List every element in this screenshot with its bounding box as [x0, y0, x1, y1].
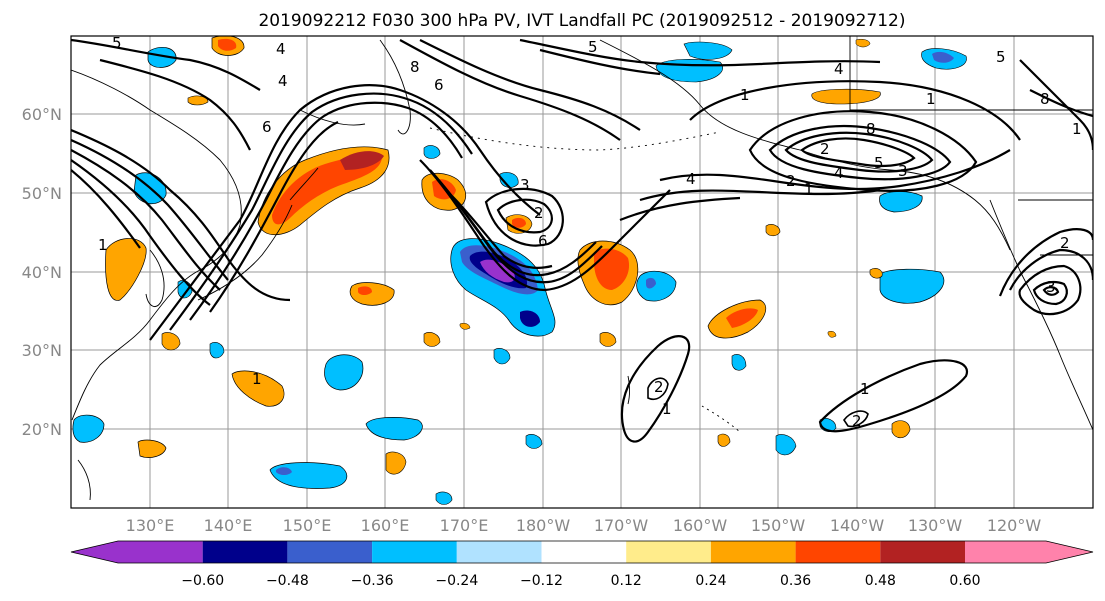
colorbar-tick-label: 0.24	[695, 573, 726, 589]
colorbar-segment	[626, 541, 711, 563]
contour-label: 5	[112, 34, 122, 52]
contour-label: 5	[588, 38, 598, 56]
contour-label: 6	[538, 232, 548, 250]
lat-tick-label: 20°N	[22, 420, 62, 439]
colorbar-extend-low	[71, 541, 118, 563]
contour-label: 1	[740, 86, 750, 104]
colorbar-tick-label: −0.36	[351, 573, 394, 589]
pv-contours	[71, 38, 1093, 443]
contour-label: 3	[898, 162, 908, 180]
lon-tick-label: 150°E	[283, 516, 332, 535]
contour-label: 1	[662, 400, 672, 418]
colorbar-segment	[541, 541, 627, 563]
colorbar-extend-high	[1046, 541, 1093, 563]
lon-tick-label: 140°E	[204, 516, 253, 535]
colorbar-tick-label: 0.12	[611, 573, 642, 589]
lat-axis: 60°N 50°N 40°N 30°N 20°N	[22, 105, 62, 439]
colorbar-tick-label: 0.36	[780, 573, 811, 589]
colorbar-tick-label: 0.60	[949, 573, 980, 589]
contour-label: 8	[410, 58, 420, 76]
contour-label: 4	[276, 40, 286, 58]
map-frame	[70, 35, 1094, 509]
contour-label: 4	[834, 60, 844, 78]
contour-label: 8	[866, 120, 876, 138]
colorbar-segment	[456, 541, 542, 563]
map-panel: 5 4 6 8 6 4 1 3 2 6 5 4 1 8 4 5 3 1 2 1	[70, 34, 1094, 509]
colorbar-tick-label: −0.60	[181, 573, 224, 589]
contour-label: 1	[926, 90, 936, 108]
colorbar-segment	[880, 541, 965, 563]
contour-label: 1	[98, 236, 108, 254]
contour-label: 3	[1046, 278, 1056, 296]
lon-tick-label: 120°W	[987, 516, 1042, 535]
lon-tick-label: 170°W	[594, 516, 649, 535]
figure-title: 2019092212 F030 300 hPa PV, IVT Landfall…	[258, 11, 905, 31]
lon-axis: 130°E 140°E 150°E 160°E 170°E 180°W 170°…	[126, 516, 1042, 535]
contour-label: 2	[852, 412, 862, 430]
contour-label: 5	[874, 154, 884, 172]
colorbar-segment	[287, 541, 373, 563]
contour-label: 5	[996, 48, 1006, 66]
lat-tick-label: 50°N	[22, 184, 62, 203]
colorbar-segment	[118, 541, 203, 563]
contour-label: 1	[252, 370, 262, 388]
lon-tick-label: 180°W	[516, 516, 571, 535]
colorbar-segment	[795, 541, 881, 563]
contour-label: 1	[804, 180, 814, 198]
colorbar: −0.60 −0.48 −0.36 −0.24 −0.12 0.12 0.24 …	[70, 540, 1094, 589]
contour-label: 2	[534, 204, 544, 222]
lon-tick-label: 150°W	[751, 516, 806, 535]
colorbar-segment	[202, 541, 288, 563]
lon-tick-label: 140°W	[830, 516, 885, 535]
colorbar-tick-label: 0.48	[865, 573, 896, 589]
colorbar-tick-label: −0.12	[520, 573, 563, 589]
lon-tick-label: 170°E	[440, 516, 489, 535]
colorbar-segment	[710, 541, 796, 563]
lon-tick-label: 160°W	[673, 516, 728, 535]
contour-label: 2	[820, 140, 830, 158]
contour-label: 2	[1060, 234, 1070, 252]
lat-tick-label: 30°N	[22, 341, 62, 360]
colorbar-outline	[70, 540, 1094, 564]
lat-tick-label: 40°N	[22, 263, 62, 282]
lat-tick-label: 60°N	[22, 105, 62, 124]
colorbar-segment	[965, 541, 1046, 563]
contour-label: 8	[1040, 90, 1050, 108]
colorbar-segment	[372, 541, 457, 563]
contour-label: 6	[434, 76, 444, 94]
contour-label: 2	[786, 172, 796, 190]
contour-label: 3	[520, 176, 530, 194]
contour-label: 4	[834, 164, 844, 182]
contour-label: 6	[262, 118, 272, 136]
colorbar-tick-label: −0.48	[266, 573, 309, 589]
lon-tick-label: 130°W	[908, 516, 963, 535]
contour-label: 4	[686, 170, 696, 188]
contour-label: 1	[1072, 120, 1082, 138]
colorbar-labels: −0.60 −0.48 −0.36 −0.24 −0.12 0.12 0.24 …	[181, 573, 980, 589]
contour-label: 2	[654, 378, 664, 396]
lon-tick-label: 160°E	[361, 516, 410, 535]
contour-labels: 5 4 6 8 6 4 1 3 2 6 5 4 1 8 4 5 3 1 2 1	[98, 34, 1082, 430]
contour-label: 1	[860, 380, 870, 398]
ivt-shading	[72, 36, 967, 505]
contour-label: 4	[278, 72, 288, 90]
colorbar-tick-label: −0.24	[435, 573, 478, 589]
lon-tick-label: 130°E	[126, 516, 175, 535]
